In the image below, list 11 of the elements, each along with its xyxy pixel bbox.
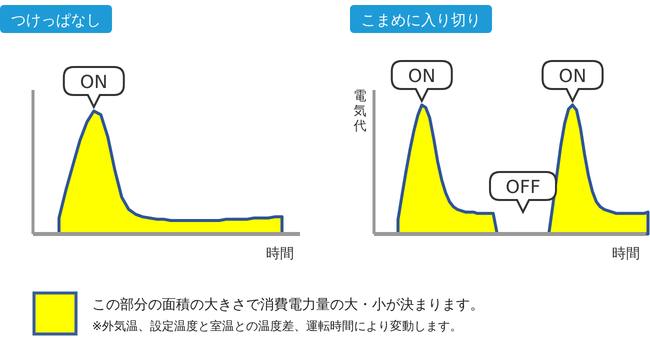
chart-title: こまめに入り切り [361, 11, 481, 29]
text: ON [558, 66, 586, 87]
text: ON [408, 66, 436, 87]
annotation: OFF [506, 177, 540, 198]
text: ※外気温、設定温度と室温との温度差、運転時間により変動します。 [92, 319, 462, 333]
chart-title: つけっぱなし [11, 11, 101, 29]
text: この部分の面積の大きさで消費電力量の大・小が決まります。 [92, 297, 484, 313]
y-axis-title: 電気代 [352, 89, 366, 134]
x-axis-title: 時間 [266, 246, 294, 262]
x-axis-title: 時間 [612, 246, 640, 262]
text: ON [80, 72, 108, 93]
